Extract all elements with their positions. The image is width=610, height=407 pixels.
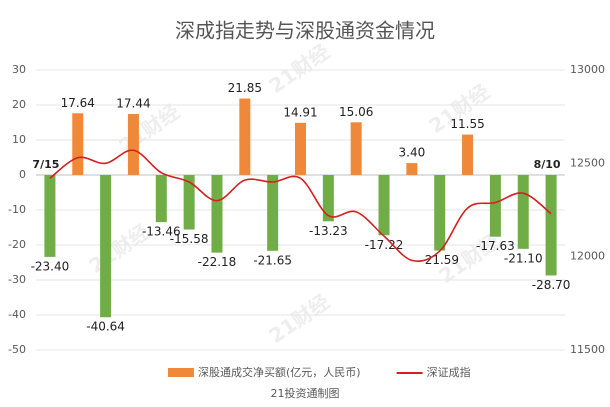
bar (434, 175, 446, 251)
bar (350, 122, 362, 175)
data-label: -21.59 (420, 253, 459, 267)
bar (72, 113, 84, 175)
bar (545, 175, 557, 276)
legend-swatch (168, 368, 194, 377)
y2-tick-label: 12000 (570, 250, 605, 263)
bar (127, 113, 139, 175)
y-tick-label: -20 (8, 238, 26, 251)
y2-tick-label: 12500 (570, 156, 605, 169)
y-tick-label: -10 (8, 203, 26, 216)
y-tick-label: 30 (12, 63, 26, 76)
y-tick-label: 20 (12, 98, 26, 111)
data-label: 14.91 (283, 105, 317, 119)
data-label: -13.23 (309, 224, 348, 238)
data-label: -23.40 (31, 259, 70, 273)
data-label: 17.44 (116, 96, 150, 110)
bar (100, 175, 112, 318)
y2-tick-label: 11500 (570, 343, 605, 356)
data-label: -40.64 (86, 320, 125, 334)
y2-tick-label: 13000 (570, 63, 605, 76)
chart-title: 深成指走势与深股通资金情况 (175, 19, 435, 43)
data-label: -28.70 (532, 278, 571, 292)
y-tick-label: -50 (8, 343, 26, 356)
x-tick-label: 8/10 (534, 158, 561, 171)
bar (295, 122, 306, 175)
data-label: -21.10 (504, 251, 543, 265)
watermark: 21财经 (264, 39, 333, 98)
bar (239, 98, 251, 175)
watermark: 21财经 (264, 289, 333, 348)
data-label: -22.18 (198, 255, 237, 269)
y-tick-label: -40 (8, 308, 26, 321)
x-tick-label: 7/15 (32, 158, 59, 171)
bar (489, 175, 501, 237)
legend-label: 深证成指 (427, 365, 471, 379)
bar (183, 175, 195, 230)
data-label: -13.46 (142, 225, 181, 239)
data-label: 11.55 (450, 117, 484, 131)
bar (517, 175, 529, 249)
data-label: -17.63 (476, 239, 515, 253)
bar (155, 175, 167, 223)
footer: 21投资通制图 (271, 386, 340, 400)
bar (44, 175, 56, 257)
data-label: 3.40 (399, 146, 426, 160)
y-tick-label: 10 (12, 133, 26, 146)
y-tick-label: -30 (8, 273, 26, 286)
data-label: -21.65 (253, 253, 292, 267)
data-label: -15.58 (170, 232, 209, 246)
data-label: -17.22 (365, 238, 404, 252)
bar (378, 175, 390, 236)
y-tick-label: 0 (19, 168, 26, 181)
bar (462, 134, 474, 175)
bar (267, 175, 279, 251)
legend-label: 深股通成交净买额(亿元，人民币) (198, 365, 361, 379)
data-label: 17.64 (61, 96, 95, 110)
bar (406, 163, 418, 175)
data-label: 21.85 (228, 81, 262, 95)
line (49, 149, 552, 263)
data-label: 15.06 (339, 105, 373, 119)
bar (211, 175, 223, 253)
bar (322, 175, 334, 222)
